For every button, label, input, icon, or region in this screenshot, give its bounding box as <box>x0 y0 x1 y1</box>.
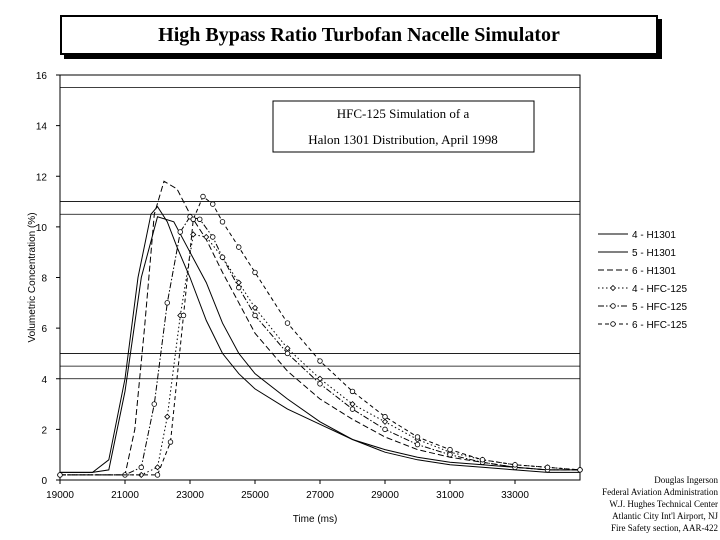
legend-marker-5 <box>610 303 616 309</box>
y-axis-label: Volumetric Concentration (%) <box>27 212 38 342</box>
credit-line-author: Douglas Ingerson <box>654 475 718 485</box>
series-6-point <box>167 439 174 445</box>
series-4-point <box>138 471 145 479</box>
credit-line-section: Fire Safety section, AAR-422 <box>611 523 718 533</box>
series-5-point <box>177 229 183 235</box>
series-5-point <box>164 300 170 306</box>
series-5-point <box>414 441 421 448</box>
series-line-2 <box>60 205 580 473</box>
credit-line-location: Atlantic City Int'l Airport, NJ <box>612 511 718 521</box>
series-6-point <box>382 414 388 420</box>
series-line-6 <box>60 195 581 476</box>
series-6-point <box>577 467 583 473</box>
series-4-point <box>203 233 210 241</box>
legend-marker-6 <box>610 321 616 327</box>
y-tick-label: 8 <box>41 274 47 285</box>
series-5-point <box>236 284 242 291</box>
series-4-point <box>251 304 259 311</box>
series-line-1 <box>60 216 580 473</box>
x-tick-label: 33000 <box>501 490 529 501</box>
series-6-point <box>190 216 196 222</box>
series-5-point <box>151 401 157 407</box>
series-4-point <box>154 464 161 471</box>
x-tick-label: 25000 <box>241 490 269 501</box>
series-5-point <box>138 464 144 471</box>
x-tick-label: 29000 <box>371 490 399 501</box>
series-4-point <box>381 418 389 425</box>
credit-line-center: W.J. Hughes Technical Center <box>609 499 718 509</box>
series-6-point <box>210 201 216 207</box>
y-tick-label: 2 <box>41 425 47 436</box>
series-line-3 <box>60 180 580 476</box>
series-6-point <box>154 472 161 478</box>
series-6-point <box>200 193 206 200</box>
annotation-line-1: HFC-125 Simulation of a <box>337 106 470 121</box>
legend-label-4: 4 - HFC-125 <box>632 284 687 295</box>
series-6-point <box>544 464 551 471</box>
series-line-4 <box>60 233 581 476</box>
annotation-box <box>272 100 535 153</box>
y-tick-label: 4 <box>41 375 47 386</box>
series-6-point <box>317 358 323 364</box>
x-axis-label: Time (ms) <box>293 514 338 525</box>
x-tick-label: 21000 <box>111 490 139 501</box>
credits-block: Douglas Ingerson Federal Aviation Admini… <box>568 474 718 534</box>
x-tick-label: 23000 <box>176 490 204 501</box>
x-tick-label: 27000 <box>306 490 334 501</box>
y-tick-label: 12 <box>36 172 48 183</box>
series-5-point <box>197 216 203 222</box>
series-5-point <box>447 451 453 458</box>
series-4-point <box>164 413 171 420</box>
series-5-point <box>317 381 323 387</box>
legend-label-5: 5 - HFC-125 <box>632 302 687 313</box>
series-6-point <box>252 269 258 276</box>
legend-label-1: 4 - H1301 <box>632 230 676 241</box>
series-6-point <box>284 320 291 326</box>
chart-title: High Bypass Ratio Turbofan Nacelle Simul… <box>60 15 658 55</box>
series-6-point <box>180 312 187 319</box>
series-6-point <box>57 472 63 478</box>
legend-label-2: 5 - H1301 <box>632 248 676 259</box>
credit-line-agency: Federal Aviation Administration <box>602 487 718 497</box>
series-5-point <box>219 254 226 260</box>
legend-marker-4 <box>609 284 617 292</box>
series-5-point <box>284 350 291 357</box>
legend-label-6: 6 - HFC-125 <box>632 320 687 331</box>
y-tick-label: 6 <box>41 324 47 335</box>
series-5-point <box>210 234 216 240</box>
series-6-point <box>479 457 486 463</box>
series-6-point <box>349 388 356 395</box>
series-5-point <box>252 312 258 319</box>
y-tick-label: 16 <box>36 71 48 82</box>
y-tick-label: 0 <box>41 476 47 487</box>
series-6-point <box>236 244 242 250</box>
series-6-point <box>414 434 421 440</box>
series-line-5 <box>60 216 580 476</box>
x-tick-label: 31000 <box>436 490 464 501</box>
series-6-point <box>219 219 226 225</box>
y-tick-label: 10 <box>36 223 48 234</box>
series-4-point <box>190 231 197 238</box>
annotation-line-2: Halon 1301 Distribution, April 1998 <box>308 132 498 147</box>
y-tick-label: 14 <box>36 122 48 133</box>
series-4-point <box>235 279 242 286</box>
x-tick-label: 19000 <box>46 490 74 501</box>
series-5-point <box>349 406 356 412</box>
legend-label-3: 6 - H1301 <box>632 266 676 277</box>
series-6-point <box>447 446 453 453</box>
series-5-point <box>382 426 388 433</box>
series-6-point <box>512 462 518 468</box>
